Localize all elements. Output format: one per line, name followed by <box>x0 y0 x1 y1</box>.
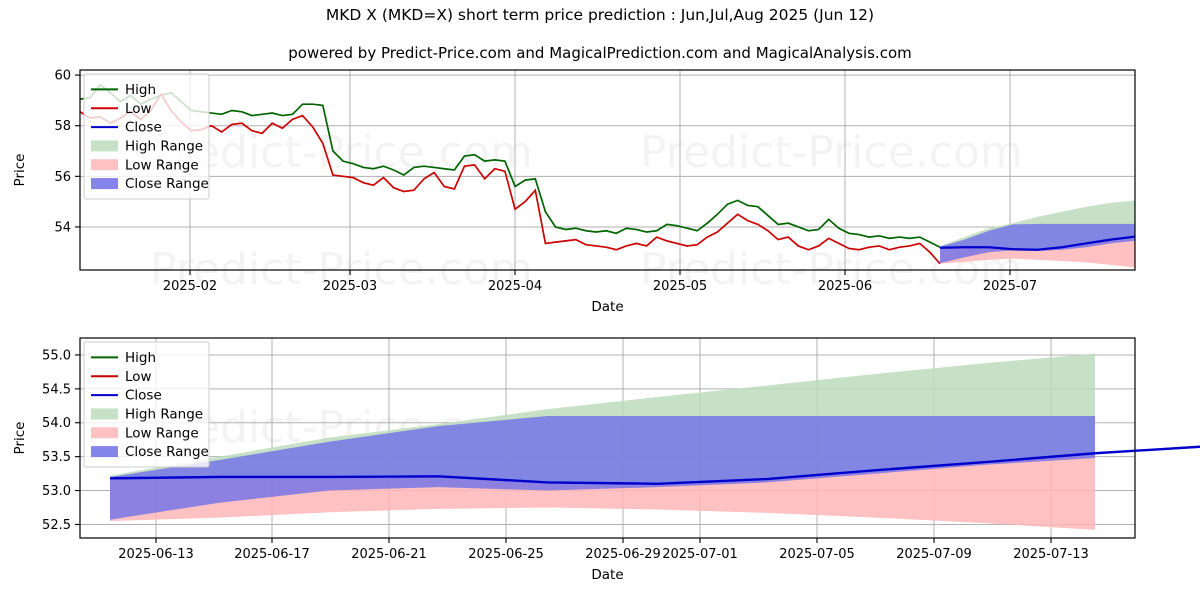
top-chart: Predict-Price.comPredict-Price.comPredic… <box>0 62 1200 317</box>
legend-label: Close <box>125 388 162 404</box>
page-title: MKD X (MKD=X) short term price predictio… <box>325 6 875 24</box>
forecast-close-line <box>939 235 1136 251</box>
x-tick-label: 2025-04 <box>488 279 542 294</box>
bottom-chart-svg: Predict-Price.comPredict-Price.com52.553… <box>12 337 1200 583</box>
series-line-close <box>109 445 1200 485</box>
legend-item-high-range[interactable]: High Range <box>91 406 203 422</box>
watermark-text: Predict-Price.com <box>150 127 533 178</box>
history-lines <box>79 83 941 265</box>
legend-band-swatch <box>91 178 118 190</box>
x-axis-label: Date <box>591 567 623 583</box>
legend-item-close[interactable]: Close <box>91 120 162 136</box>
legend-item-close-range[interactable]: Close Range <box>91 176 209 192</box>
x-axis: 2025-02 2025-03 2025-04 2025-05 2025-06 2025-… <box>163 270 1037 294</box>
legend-label: High Range <box>125 138 203 154</box>
legend-label: Low Range <box>125 425 199 441</box>
x-tick-label: 2025-07 <box>983 279 1037 294</box>
legend-label: High <box>125 350 156 366</box>
legend-label: Low <box>125 101 152 117</box>
x-tick-label: 2025-06-29 <box>585 547 661 562</box>
legend-item-low-range[interactable]: Low Range <box>91 157 199 173</box>
low-range-band <box>110 453 1095 530</box>
y-tick-label: 53.5 <box>42 450 71 465</box>
x-tick-label: 2025-02 <box>163 279 217 294</box>
series-line-low <box>79 92 941 265</box>
x-tick-label: 2025-06-25 <box>468 547 544 562</box>
legend-item-high[interactable]: High <box>91 350 156 366</box>
legend-item-low[interactable]: Low <box>91 101 152 117</box>
range-bands <box>110 353 1095 530</box>
y-tick-label: 53.0 <box>42 484 71 499</box>
x-tick-label: 2025-05 <box>653 279 707 294</box>
legend-band-swatch <box>91 427 118 439</box>
plot-frame <box>79 69 1136 271</box>
forecast-bands <box>940 200 1135 268</box>
x-tick-label: 2025-07-01 <box>662 547 738 562</box>
close-range-band <box>940 223 1135 264</box>
y-axis-label: Price <box>12 154 28 187</box>
y-tick-label: 52.5 <box>42 518 71 533</box>
legend-item-high[interactable]: High <box>91 82 156 98</box>
legend-item-close[interactable]: Close <box>91 388 162 404</box>
legend-label: Low Range <box>125 157 199 173</box>
page-subtitle: powered by Predict-Price.com and Magical… <box>288 44 912 62</box>
x-axis-label: Date <box>591 299 623 315</box>
plot-frame <box>79 337 1136 539</box>
legend-item-low[interactable]: Low <box>91 369 152 385</box>
top-chart-svg: Predict-Price.comPredict-Price.comPredic… <box>12 69 1136 315</box>
y-tick-label: 55.0 <box>42 348 71 363</box>
y-axis: 52.5 53.0 53.5 54.0 54.5 55.0 <box>42 348 80 533</box>
legend-band-swatch <box>91 446 118 458</box>
y-tick-label: 54.5 <box>42 382 71 397</box>
series-line-high <box>79 83 941 248</box>
bottom-chart: Predict-Price.comPredict-Price.com52.553… <box>0 330 1200 592</box>
y-tick-label: 60 <box>54 69 71 84</box>
legend: High Low Close High Range Low Range Close Ran… <box>83 341 210 468</box>
x-tick-label: 2025-07-05 <box>779 547 855 562</box>
x-axis: 2025-06-13 2025-06-17 2025-06-21 2025-06-25… <box>118 538 1089 562</box>
legend-band-swatch <box>91 140 118 152</box>
y-axis-label: Price <box>12 422 28 455</box>
y-tick-label: 54 <box>54 220 71 235</box>
legend-item-low-range[interactable]: Low Range <box>91 425 199 441</box>
legend-band-swatch <box>91 159 118 171</box>
close-range-band <box>110 415 1095 520</box>
legend-label: High <box>125 82 156 98</box>
legend-band-swatch <box>91 408 118 420</box>
x-tick-label: 2025-03 <box>323 279 377 294</box>
watermark-text: Predict-Price.com <box>640 127 1023 178</box>
x-tick-label: 2025-06 <box>818 279 872 294</box>
y-tick-label: 56 <box>54 170 71 185</box>
legend-item-high-range[interactable]: High Range <box>91 138 203 154</box>
legend-label: High Range <box>125 406 203 422</box>
legend: High Low Close High Range Low Range Close Ran… <box>83 73 210 200</box>
legend-label: Close Range <box>125 176 209 192</box>
x-tick-label: 2025-06-13 <box>118 547 194 562</box>
x-tick-label: 2025-07-13 <box>1013 547 1089 562</box>
legend-label: Close Range <box>125 444 209 460</box>
y-tick-label: 58 <box>54 119 71 134</box>
legend-label: Low <box>125 369 152 385</box>
x-tick-label: 2025-06-17 <box>234 547 310 562</box>
x-tick-label: 2025-06-21 <box>351 547 427 562</box>
legend-item-close-range[interactable]: Close Range <box>91 444 209 460</box>
y-axis: 54 56 58 60 <box>54 69 80 235</box>
x-tick-label: 2025-07-09 <box>896 547 972 562</box>
y-tick-label: 54.0 <box>42 416 71 431</box>
legend-label: Close <box>125 120 162 136</box>
